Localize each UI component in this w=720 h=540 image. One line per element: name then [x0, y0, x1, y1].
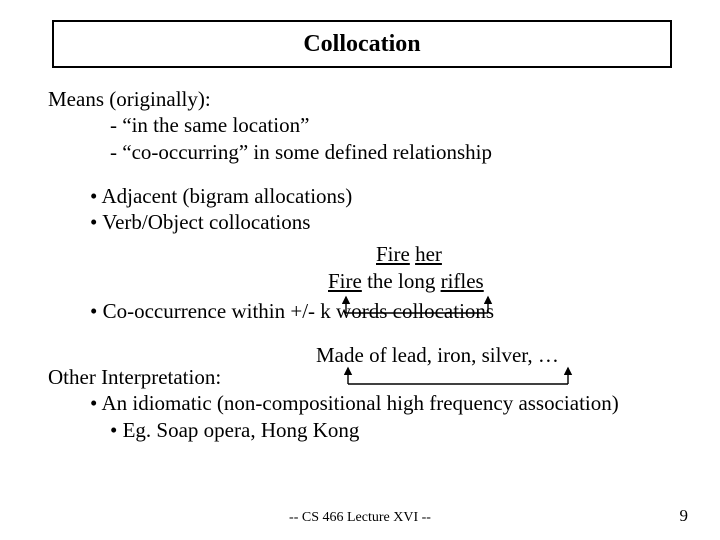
title-box: Collocation — [52, 20, 672, 68]
example-line-2: Fire the long rifles — [328, 268, 484, 294]
ex-word: her — [415, 242, 442, 266]
ex-word: rifles — [441, 269, 484, 293]
other-item: Eg. Soap opera, Hong Kong — [48, 417, 688, 443]
bullet-item: Adjacent (bigram allocations) — [48, 183, 688, 209]
example-line-1: Fire her — [328, 241, 484, 267]
means-label: Means (originally): — [48, 86, 688, 112]
page-title: Collocation — [303, 31, 420, 58]
bullet-item: Verb/Object collocations — [48, 209, 688, 235]
means-item: “in the same location” — [48, 112, 688, 138]
examples-svg-wrap: Fire her Fire the long rifles — [328, 241, 484, 294]
body: Means (originally): “in the same locatio… — [48, 86, 688, 443]
slide: Collocation Means (originally): “in the … — [0, 0, 720, 540]
ex-word: Fire — [376, 242, 410, 266]
madeof-block: Made of lead, iron, silver, … — [48, 342, 688, 392]
examples-block: Fire her Fire the long rifles — [48, 241, 688, 294]
ex-word: Fire — [328, 269, 362, 293]
footer-center: -- CS 466 Lecture XVI -- — [0, 510, 720, 526]
madeof-text: Made of lead, iron, silver, … — [316, 342, 559, 368]
other-item: An idiomatic (non-compositional high fre… — [48, 390, 688, 416]
ex-word: the — [367, 269, 393, 293]
means-item: “co-occurring” in some defined relations… — [48, 139, 688, 165]
bullet-item: Co-occurrence within +/- k words colloca… — [48, 298, 688, 324]
ex-word: long — [398, 269, 435, 293]
page-number: 9 — [680, 506, 689, 526]
